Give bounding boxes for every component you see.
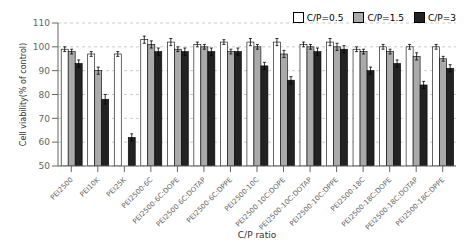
svg-text:PEI2500-6C:DOTAP: PEI2500-6C:DOTAP <box>155 176 208 229</box>
svg-text:PEI2500-10C:DPPE: PEI2500-10C:DPPE <box>288 176 340 228</box>
svg-text:50: 50 <box>39 161 51 171</box>
svg-text:PEI2500-10C:DOTAP: PEI2500-10C:DOTAP <box>257 175 314 232</box>
svg-text:C/P ratio: C/P ratio <box>238 230 277 240</box>
html-text:C/P=0.5: C/P=0.5 <box>306 12 344 23</box>
html-text:C/P=3: C/P=3 <box>428 12 456 23</box>
svg-text:PEI2500-6C:DOPE: PEI2500-6C:DOPE <box>131 176 181 226</box>
svg-text:PEI2500-18C:DOTAP: PEI2500-18C:DOTAP <box>364 175 420 232</box>
html-text:C/P=1.5: C/P=1.5 <box>367 12 404 23</box>
svg-text:PEI25K: PEI25K <box>105 176 128 199</box>
svg-text:PEI2500-6C:DPPE: PEI2500-6C:DPPE <box>185 176 234 225</box>
svg-text:PEI2500-18C:DOPE: PEI2500-18C:DOPE <box>340 176 393 229</box>
svg-text:80: 80 <box>39 90 51 100</box>
svg-text:PEI2500: PEI2500 <box>49 176 75 202</box>
svg-text:100: 100 <box>33 42 50 52</box>
svg-text:110: 110 <box>33 18 50 28</box>
svg-text:PEI10K: PEI10K <box>79 176 102 199</box>
svg-text:PEI2500-18C:DPPE: PEI2500-18C:DPPE <box>394 176 446 228</box>
svg-text:70: 70 <box>39 114 51 124</box>
svg-text:90: 90 <box>39 66 51 76</box>
svg-text:PEI2500-10C:DOPE: PEI2500-10C:DOPE <box>234 176 287 229</box>
svg-text:60: 60 <box>39 137 51 147</box>
svg-text:Cell viability(% of control): Cell viability(% of control) <box>19 43 28 146</box>
